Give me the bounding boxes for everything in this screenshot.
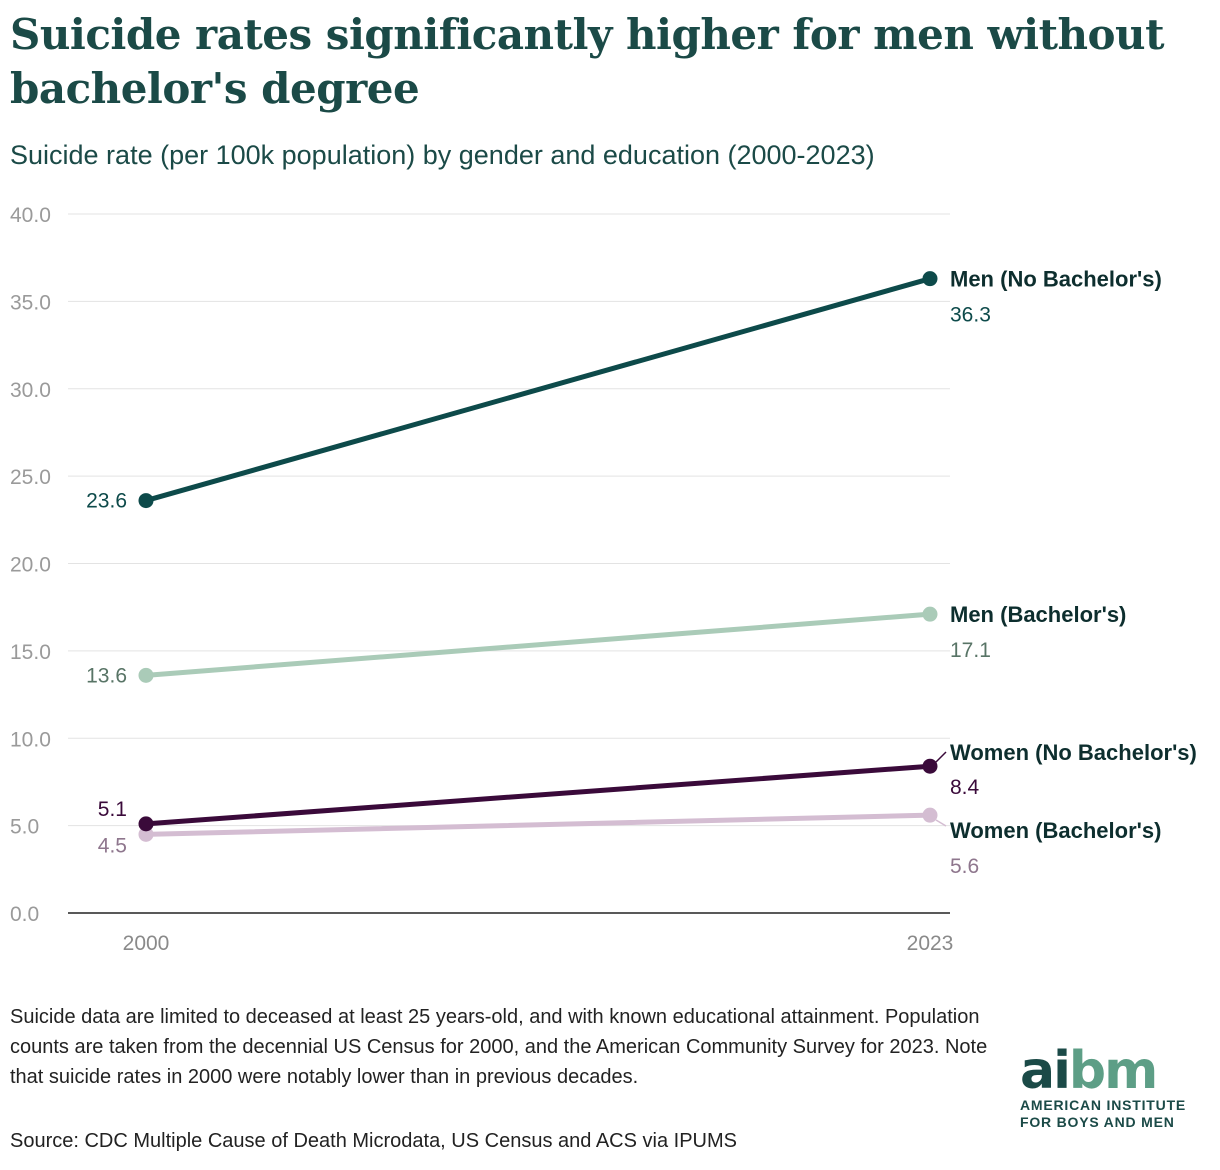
chart-title: Suicide rates significantly higher for m… — [10, 10, 1165, 113]
data-label: 5.1 — [98, 798, 127, 821]
y-tick-label: 25.0 — [10, 466, 51, 489]
data-point — [138, 493, 154, 509]
series-name-label: Women (Bachelor's) — [950, 818, 1161, 843]
data-point — [138, 826, 154, 842]
series-name-label: Men (No Bachelor's) — [950, 267, 1162, 292]
series-line — [143, 611, 933, 678]
x-tick-label: 2023 — [907, 932, 954, 955]
logo-mark-part2: bm — [1068, 1041, 1158, 1101]
series-name-label: Men (Bachelor's) — [950, 602, 1126, 627]
y-tick-label: 15.0 — [10, 641, 51, 664]
leader-line — [935, 819, 947, 827]
logo-mark: aibm — [1020, 1045, 1200, 1097]
y-tick-label: 20.0 — [10, 554, 51, 577]
line-chart: 0.0 5.0 10.0 15.0 20.0 25.0 30.0 35.0 40.0 2000 20… — [10, 204, 1197, 955]
data-label: 36.3 — [950, 304, 991, 327]
data-label: 13.6 — [86, 664, 127, 687]
y-tick-label: 0.0 — [10, 903, 39, 926]
data-point — [922, 758, 938, 774]
source-note: Source: CDC Multiple Cause of Death Micr… — [10, 1130, 737, 1152]
data-label: 4.5 — [98, 834, 127, 857]
footnote: Suicide data are limited to deceased at … — [10, 1006, 988, 1088]
data-point — [922, 271, 938, 287]
y-tick-label: 5.0 — [10, 816, 39, 839]
data-point — [922, 606, 938, 622]
y-tick-label: 40.0 — [10, 204, 51, 227]
leader-line — [935, 751, 947, 763]
data-point — [922, 807, 938, 823]
series-line — [143, 763, 933, 827]
data-label: 17.1 — [950, 639, 991, 662]
series-line — [143, 276, 933, 504]
series-name-label: Women (No Bachelor's) — [950, 740, 1197, 765]
chart-subtitle: Suicide rate (per 100k population) by ge… — [10, 140, 875, 170]
series-line — [143, 812, 933, 837]
data-label: 23.6 — [86, 490, 127, 513]
data-point — [138, 816, 154, 832]
data-label: 8.4 — [950, 776, 980, 799]
y-tick-label: 35.0 — [10, 291, 51, 314]
logo-mark-part1: ai — [1020, 1041, 1071, 1101]
y-tick-label: 10.0 — [10, 728, 51, 751]
logo-text-line1: AMERICAN INSTITUTE — [1020, 1097, 1187, 1113]
data-point — [138, 667, 154, 683]
y-tick-label: 30.0 — [10, 379, 51, 402]
x-tick-label: 2000 — [123, 932, 170, 955]
data-label: 5.6 — [950, 855, 979, 878]
aibm-logo: aibm AMERICAN INSTITUTE FOR BOYS AND MEN — [1020, 1045, 1200, 1131]
logo-text-line2: FOR BOYS AND MEN — [1020, 1114, 1175, 1130]
